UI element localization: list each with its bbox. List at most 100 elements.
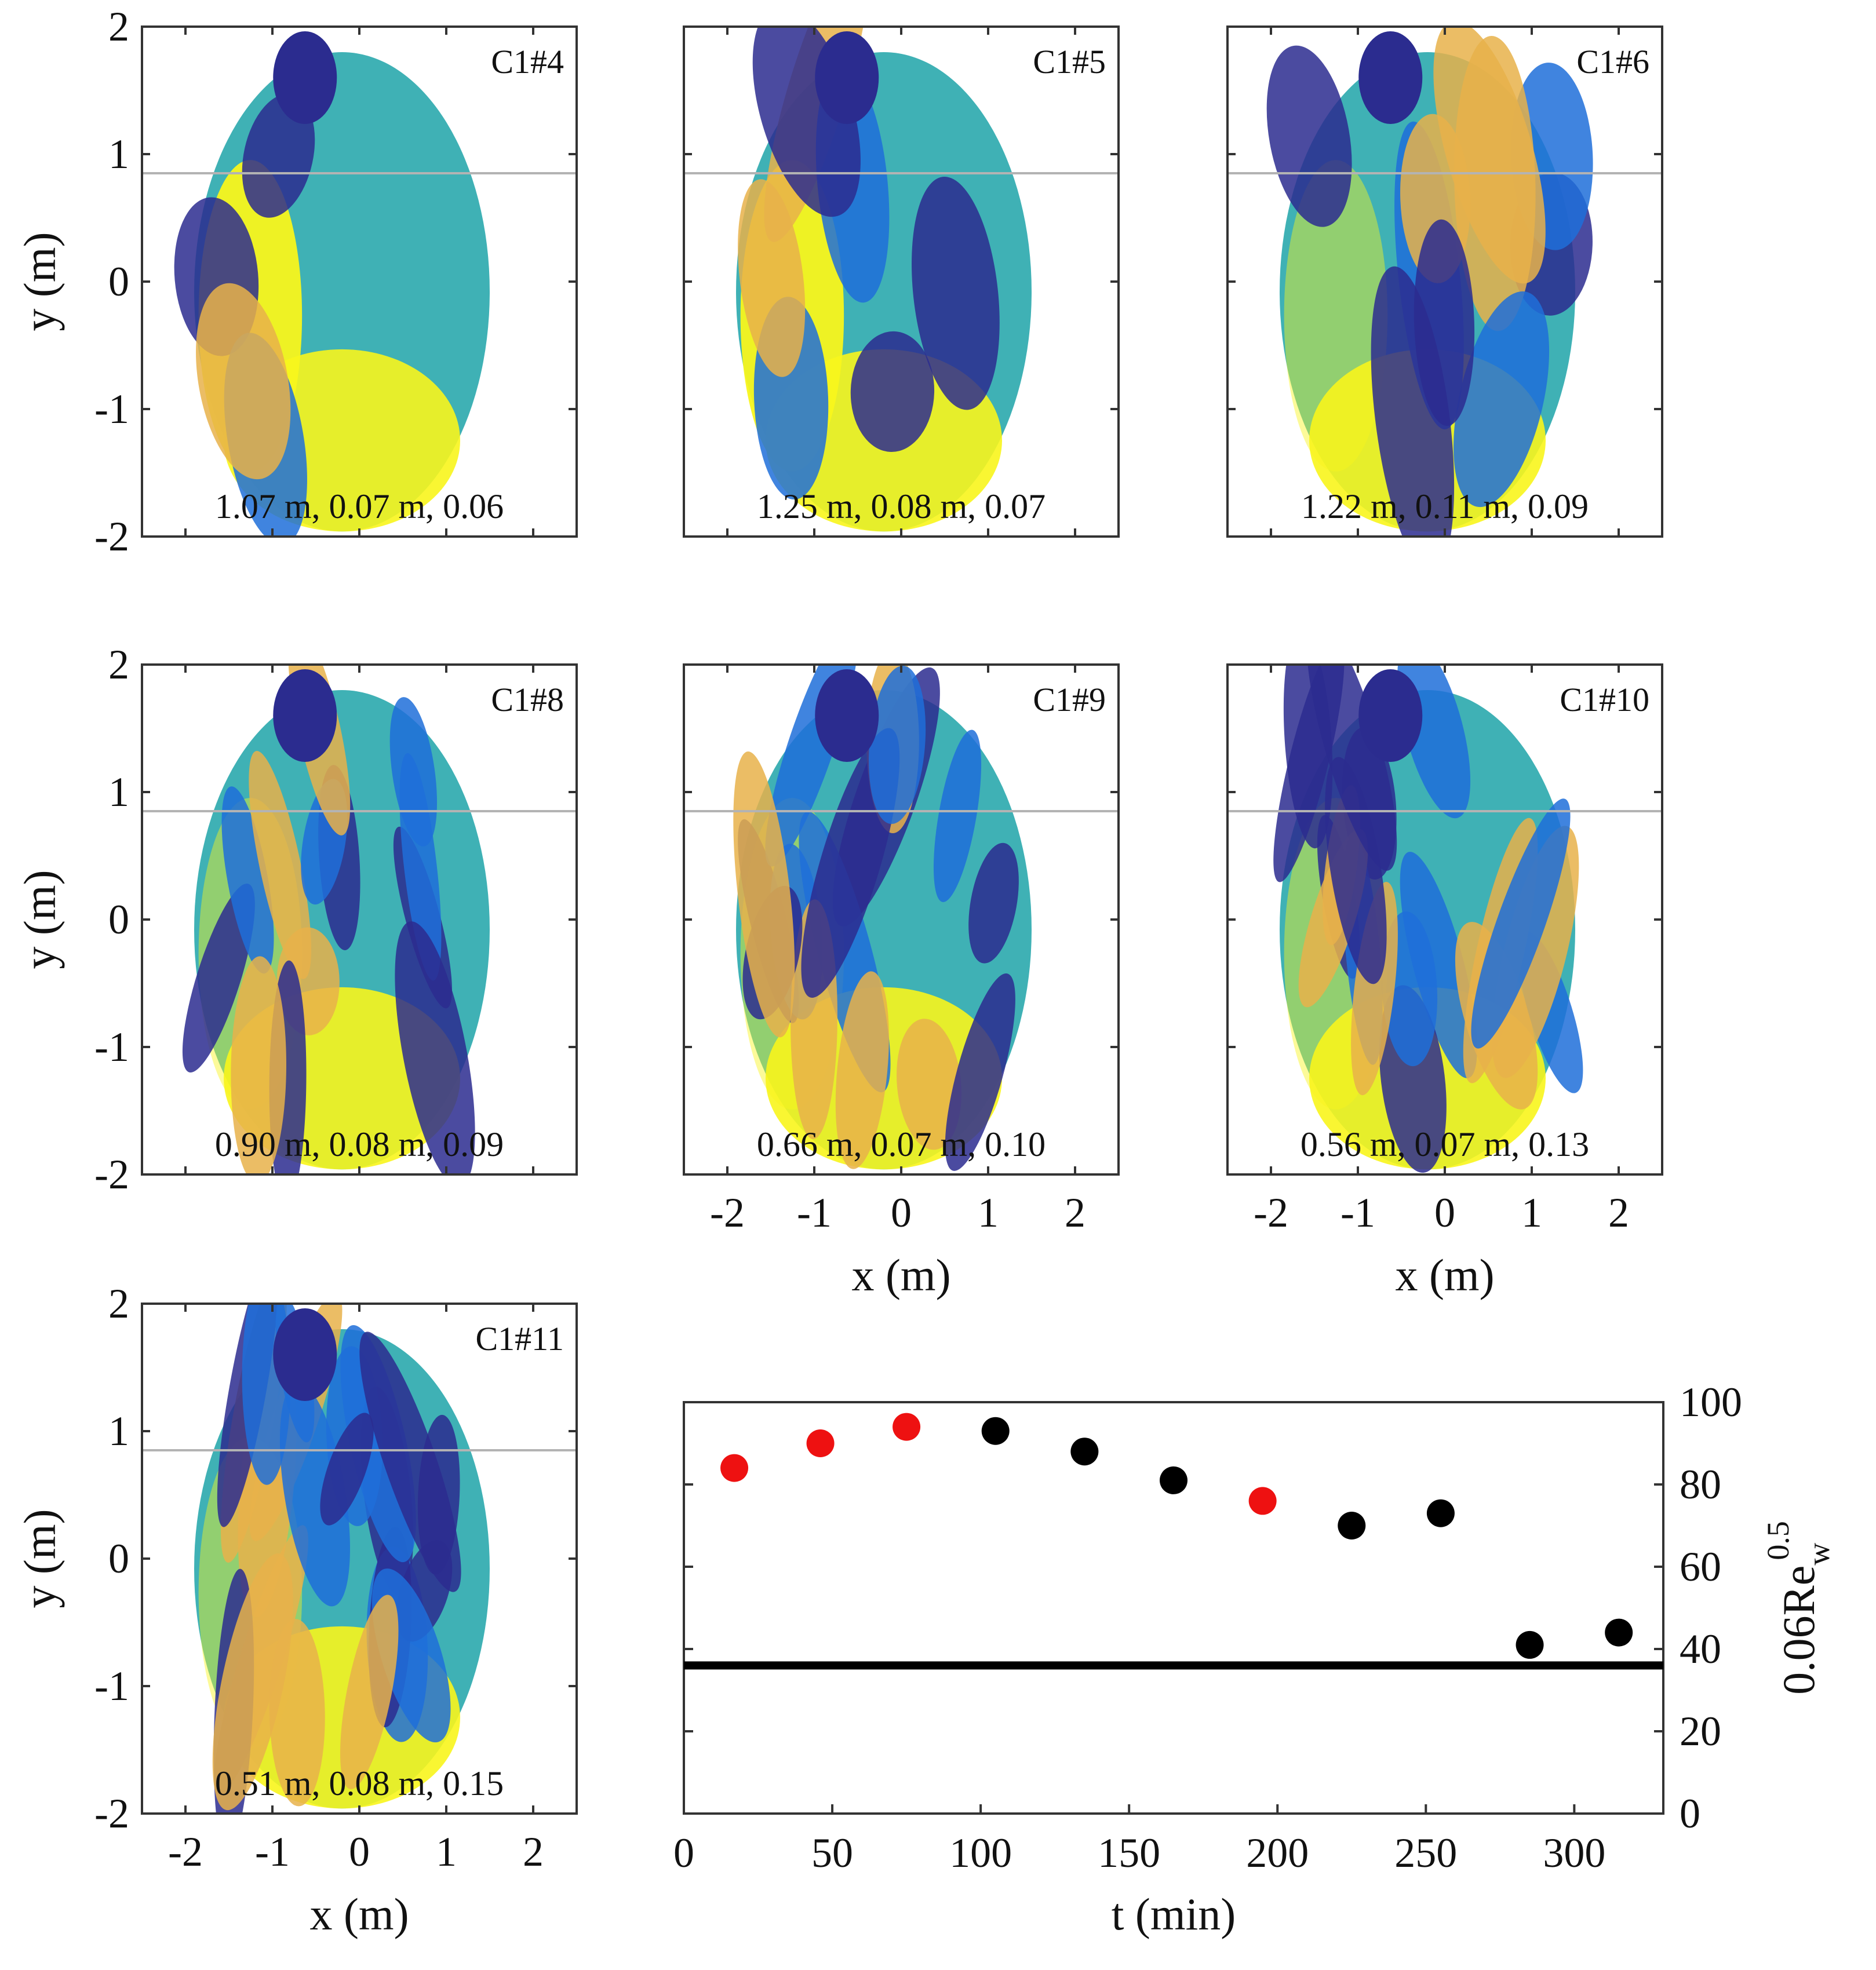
field-streak <box>395 921 475 1174</box>
data-point <box>1516 1630 1544 1659</box>
field-streak <box>279 1382 350 1607</box>
data-point <box>806 1429 835 1457</box>
panel-caption: 1.07 m, 0.07 m, 0.06 <box>215 487 504 526</box>
y-tick-label: -2 <box>94 1790 129 1837</box>
x-tick-label: 1 <box>978 1190 999 1236</box>
field-streak <box>231 956 286 1174</box>
field-streak <box>1325 757 1387 984</box>
field-streak <box>968 842 1019 964</box>
field-streak <box>1397 665 1471 819</box>
panel-id: C1#10 <box>1560 681 1649 718</box>
y-tick-label: 0 <box>1680 1790 1700 1837</box>
field-streak <box>1414 219 1475 426</box>
y-tick-label: -2 <box>94 513 129 560</box>
x-tick-label: 150 <box>1098 1830 1160 1876</box>
field-streak <box>835 971 889 1169</box>
field-streak <box>389 697 438 847</box>
x-tick-label: 300 <box>1543 1830 1605 1876</box>
panel-id: C1#4 <box>491 43 564 81</box>
field-streak <box>1454 36 1536 331</box>
velocity-field <box>1266 27 1593 537</box>
y-tick-label: -1 <box>94 1024 129 1070</box>
velocity-field <box>174 31 490 537</box>
y-tick-label: -2 <box>94 1151 129 1198</box>
field-streak <box>242 93 315 218</box>
x-tick-label: 2 <box>523 1829 544 1875</box>
data-point <box>981 1417 1010 1445</box>
x-tick-label: 2 <box>1065 1190 1085 1236</box>
map-panels: 2 1 0 -1 -2 y (m) C1#4 1.07 m, 0.07 m, 0.06 C1#5… <box>14 3 1663 1939</box>
field-streak <box>1454 291 1550 508</box>
x-tick-label: 100 <box>949 1830 1012 1876</box>
data-point <box>1605 1618 1633 1647</box>
map-panel: 2 1 0 -1 -2 y (m) C1#8 0.90 m, 0.08 m, 0.09 <box>14 641 578 1198</box>
field-streak <box>912 176 1000 410</box>
x-tick-label: -1 <box>255 1829 290 1875</box>
y-tick-label: 0 <box>108 1535 129 1582</box>
field-streak <box>320 1413 374 1526</box>
field-low-region <box>273 1308 337 1401</box>
chart-y-label-main: 0.06Re <box>1773 1566 1824 1695</box>
map-panel: -2 -1 0 1 2 x (m) C1#9 0.66 m, 0.07 m, 0.10 <box>683 663 1120 1300</box>
x-tick-label: -1 <box>797 1190 832 1236</box>
field-streak <box>221 786 274 974</box>
field-low-region <box>1358 31 1423 124</box>
field-streak <box>897 1019 962 1150</box>
y-tick-label: 80 <box>1680 1461 1721 1508</box>
field-streak <box>850 331 935 453</box>
x-axis-label: x (m) <box>851 1250 950 1300</box>
chart-y-label-sub: w <box>1801 1543 1836 1566</box>
field-streak <box>868 665 926 825</box>
field-streak <box>182 883 255 1072</box>
chart-y-label-sup: 0.5 <box>1761 1521 1795 1560</box>
x-tick-label: -2 <box>710 1190 745 1236</box>
x-tick-label: 50 <box>811 1830 853 1876</box>
y-tick-label: 60 <box>1680 1544 1721 1590</box>
panel-caption: 0.66 m, 0.07 m, 0.10 <box>757 1125 1046 1163</box>
y-axis-label: y (m) <box>14 870 65 969</box>
field-streak <box>242 1304 291 1485</box>
chart-x-label: t (min) <box>1112 1889 1236 1939</box>
field-streak <box>1471 798 1571 1049</box>
data-point <box>1338 1512 1366 1539</box>
field-streak <box>945 973 1015 1171</box>
y-tick-label: -1 <box>94 386 129 432</box>
x-tick-label: -2 <box>1254 1190 1288 1236</box>
y-tick-label: 20 <box>1680 1708 1721 1754</box>
x-tick-label: 1 <box>436 1829 457 1875</box>
data-point <box>1248 1487 1277 1515</box>
y-axis-label: y (m) <box>14 1509 65 1608</box>
field-high-region <box>1284 160 1388 472</box>
x-tick-label: 0 <box>349 1829 370 1875</box>
map-panel: -2 -1 0 1 2 x (m) C1#10 0.56 m, 0.07 m, 0.13 <box>1226 663 1663 1300</box>
x-tick-label: -1 <box>1340 1190 1375 1236</box>
panel-id: C1#5 <box>1033 43 1106 81</box>
field-low-region <box>273 669 337 762</box>
y-tick-label: -1 <box>94 1663 129 1709</box>
y-tick-label: 1 <box>108 1408 129 1454</box>
data-point <box>893 1413 921 1441</box>
y-tick-label: 1 <box>108 769 129 815</box>
y-tick-label: 0 <box>108 258 129 305</box>
velocity-field <box>733 665 1032 1171</box>
field-streak <box>1306 665 1397 871</box>
velocity-field <box>182 665 490 1174</box>
data-point <box>1070 1438 1099 1466</box>
y-tick-label: 100 <box>1680 1379 1742 1425</box>
map-panel: C1#6 1.22 m, 0.11 m, 0.09 <box>1226 25 1663 538</box>
data-point <box>1160 1466 1187 1494</box>
time-series-chart: 0 50 100 150 200 250 300 0 20 40 60 80 100 t (min) 0.0… <box>673 1379 1836 1939</box>
field-streak <box>212 1553 293 1811</box>
x-tick-label: 0 <box>1434 1190 1455 1236</box>
field-streak <box>933 729 982 902</box>
map-panel: 2 1 0 -1 -2 y (m) -2 -1 0 1 2 x (m) C1#11 0.51 m, 0.0… <box>14 1280 578 1939</box>
panel-id: C1#9 <box>1033 681 1106 718</box>
y-tick-label: 2 <box>108 3 129 50</box>
data-point <box>720 1454 749 1482</box>
map-panel: 2 1 0 -1 -2 y (m) C1#4 1.07 m, 0.07 m, 0.06 <box>14 3 578 560</box>
x-tick-label: 0 <box>673 1830 694 1876</box>
x-tick-label: 250 <box>1394 1830 1457 1876</box>
field-streak <box>249 750 312 979</box>
field-streak <box>733 751 795 1038</box>
y-tick-label: 40 <box>1680 1626 1721 1672</box>
